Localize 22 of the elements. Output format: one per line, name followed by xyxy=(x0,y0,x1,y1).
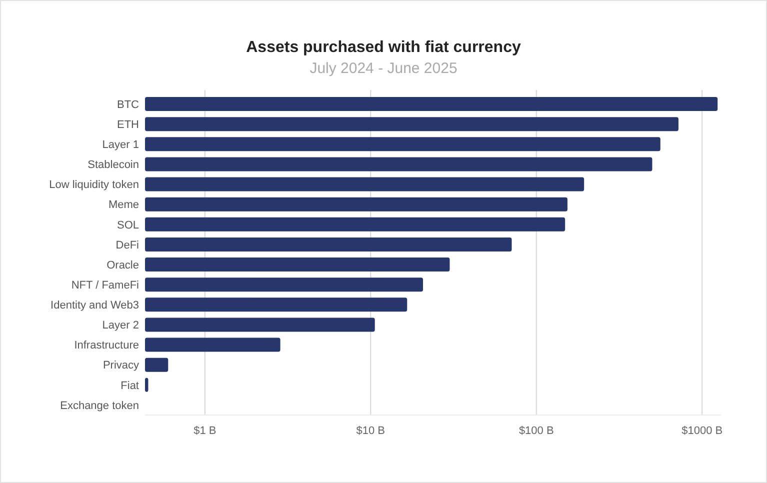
x-tick-label: $1000 B xyxy=(682,425,723,437)
y-tick-label: Identity and Web3 xyxy=(50,300,139,312)
y-tick-label: ETH xyxy=(117,118,140,131)
y-tick-label: Stablecoin xyxy=(88,159,139,172)
y-tick-label: Fiat xyxy=(120,380,139,392)
chart-title: Assets purchased with fiat currency xyxy=(246,39,521,56)
y-tick-label: Layer 2 xyxy=(102,320,139,332)
y-tick-label: Exchange token xyxy=(60,400,139,412)
y-tick-label: SOL xyxy=(116,219,139,232)
y-tick-label: NFT / FameFi xyxy=(71,279,139,292)
x-tick-label: $1 B xyxy=(194,425,216,437)
y-tick-label: Infrastructure xyxy=(74,340,139,352)
x-tick-label: $10 B xyxy=(356,425,386,437)
chart-subtitle: July 2024 - June 2025 xyxy=(310,60,458,77)
y-tick-label: Low liquidity token xyxy=(49,179,139,192)
y-tick-label: BTC xyxy=(117,98,140,111)
y-tick-label: Oracle xyxy=(106,259,139,272)
y-tick-label: Privacy xyxy=(102,360,140,372)
y-tick-label: Meme xyxy=(108,199,139,212)
y-tick-label: Layer 1 xyxy=(102,139,139,152)
x-tick-label: $100 B xyxy=(518,425,554,437)
y-tick-label: DeFi xyxy=(116,239,139,252)
